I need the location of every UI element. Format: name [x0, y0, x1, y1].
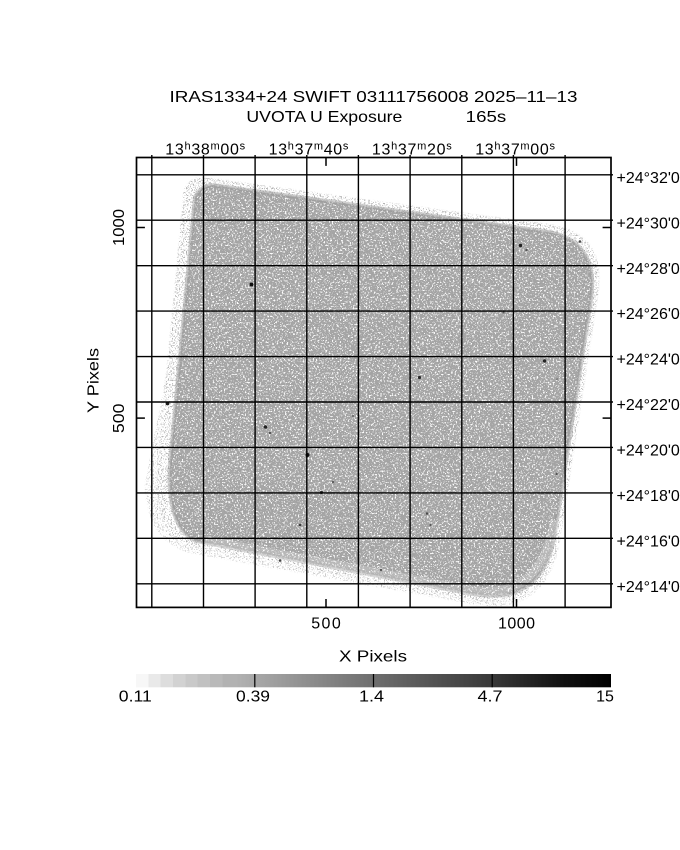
svg-text:165s: 165s	[466, 109, 507, 126]
svg-text:1000: 1000	[498, 615, 535, 632]
svg-text:500: 500	[311, 615, 341, 632]
svg-text:UVOTA U Exposure: UVOTA U Exposure	[246, 109, 402, 126]
svg-text:500: 500	[111, 403, 128, 433]
svg-text:1.4: 1.4	[359, 689, 384, 706]
svg-text:+24°24'0: +24°24'0	[617, 352, 680, 369]
svg-text:+24°20'0: +24°20'0	[617, 443, 680, 460]
svg-text:+24°18'0: +24°18'0	[617, 488, 680, 505]
svg-text:13h38m00s: 13h38m00s	[165, 141, 246, 159]
svg-text:4.7: 4.7	[478, 689, 503, 706]
svg-text:X Pixels: X Pixels	[339, 649, 407, 666]
svg-text:+24°22'0: +24°22'0	[617, 397, 680, 414]
svg-text:13h37m40s: 13h37m40s	[269, 141, 350, 159]
svg-text:+24°16'0: +24°16'0	[617, 533, 680, 550]
svg-text:15: 15	[596, 689, 614, 706]
svg-text:+24°32'0: +24°32'0	[617, 170, 680, 187]
svg-text:13h37m20s: 13h37m20s	[372, 141, 453, 159]
svg-text:0.11: 0.11	[119, 689, 152, 706]
svg-text:Y Pixels: Y Pixels	[85, 348, 102, 413]
svg-text:+24°14'0: +24°14'0	[617, 579, 680, 596]
svg-text:1000: 1000	[111, 209, 128, 246]
svg-text:13h37m00s: 13h37m00s	[475, 141, 556, 159]
svg-text:+24°28'0: +24°28'0	[617, 261, 680, 278]
svg-text:+24°26'0: +24°26'0	[617, 306, 680, 323]
svg-text:+24°30'0: +24°30'0	[617, 215, 680, 232]
svg-text:0.39: 0.39	[236, 689, 270, 706]
svg-text:IRAS1334+24 SWIFT 03111756008: IRAS1334+24 SWIFT 03111756008 2025–11–13	[170, 89, 578, 106]
